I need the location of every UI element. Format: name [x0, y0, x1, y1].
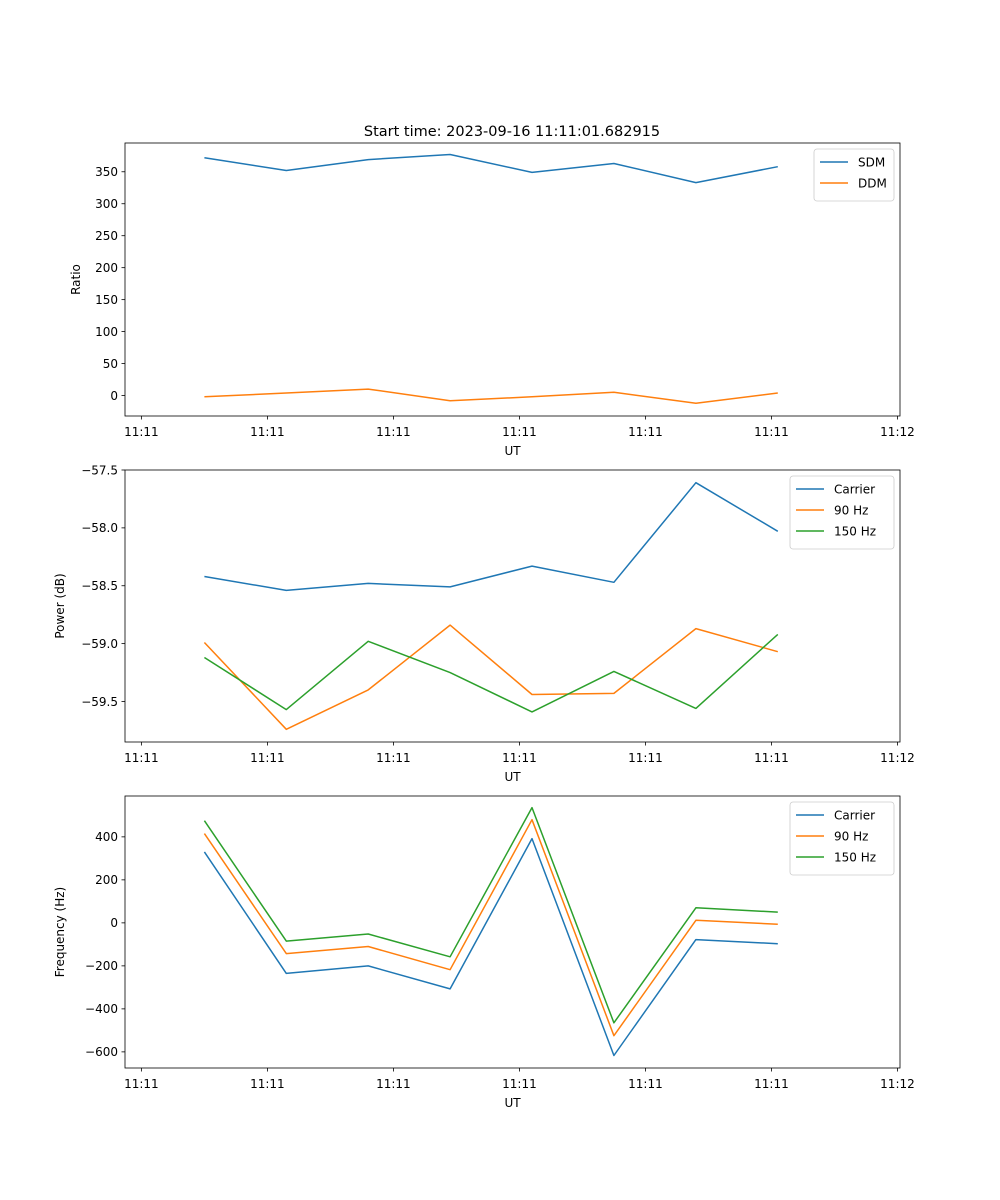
- legend-entry-label: SDM: [858, 156, 885, 170]
- y-tick-label: 300: [95, 197, 118, 211]
- y-tick-label: −59.0: [81, 637, 118, 651]
- series-line-150-hz: [203, 633, 779, 713]
- x-tick-label: 11:12: [880, 1077, 915, 1091]
- y-tick-label: 200: [95, 261, 118, 275]
- x-tick-label: 11:11: [124, 751, 159, 765]
- x-tick-label: 11:11: [124, 1077, 159, 1091]
- series-line-carrier: [203, 837, 778, 1057]
- y-tick-label: 0: [110, 916, 118, 930]
- legend-entry-label: Carrier: [834, 483, 875, 497]
- x-tick-label: 11:11: [502, 425, 537, 439]
- x-tick-label: 11:12: [880, 425, 915, 439]
- axes-frame: [124, 142, 901, 417]
- x-tick-label: 11:11: [250, 751, 285, 765]
- x-tick-label: 11:11: [124, 425, 159, 439]
- legend-entry-label: DDM: [858, 177, 887, 191]
- x-tick-label: 11:11: [628, 1077, 663, 1091]
- y-tick-label: −400: [85, 1002, 118, 1016]
- y-tick-label: 0: [110, 389, 118, 403]
- x-tick-label: 11:11: [754, 425, 789, 439]
- y-tick-label: 250: [95, 229, 118, 243]
- y-tick-label: 100: [95, 325, 118, 339]
- y-tick-label: 350: [95, 165, 118, 179]
- legend: Carrier 90 Hz 150 Hz: [789, 475, 895, 550]
- x-tick-label: 11:11: [754, 1077, 789, 1091]
- y-tick-label: 50: [103, 357, 118, 371]
- subplots: 11:11 11:11 11:11 11:11 11:11 11:11 11:12 0 50 10…: [53, 142, 915, 1110]
- x-tick-label: 11:12: [880, 751, 915, 765]
- x-tick-label: 11:11: [628, 751, 663, 765]
- y-tick-label: 150: [95, 293, 118, 307]
- y-tick-label: −58.0: [81, 521, 118, 535]
- y-axis-label: Power (dB): [53, 573, 67, 638]
- legend-entry-label: 90 Hz: [834, 830, 868, 844]
- x-tick-label: 11:11: [628, 425, 663, 439]
- y-axis-label: Ratio: [69, 264, 83, 295]
- y-tick-label: −600: [85, 1045, 118, 1059]
- y-tick-label: 400: [95, 830, 118, 844]
- x-tick-label: 11:11: [376, 425, 411, 439]
- x-axis-label: UT: [504, 770, 521, 784]
- series-line-90-hz: [203, 624, 779, 731]
- series-line-90-hz: [203, 818, 778, 1037]
- axes-frame: [124, 469, 901, 743]
- y-tick-label: −59.5: [81, 695, 118, 709]
- y-tick-label: −57.5: [81, 463, 118, 477]
- legend: Carrier 90 Hz 150 Hz: [789, 801, 895, 876]
- legend-entry-label: 150 Hz: [834, 851, 876, 865]
- x-axis-label: UT: [504, 444, 521, 458]
- x-tick-label: 11:11: [250, 1077, 285, 1091]
- axes-frame: [124, 795, 901, 1069]
- y-axis-label: Frequency (Hz): [53, 887, 67, 978]
- subplot-2: 11:11 11:11 11:11 11:11 11:11 11:11 11:12 −57.5…: [53, 463, 915, 784]
- y-tick-label: −200: [85, 959, 118, 973]
- legend-entry-label: 150 Hz: [834, 525, 876, 539]
- series-line-150-hz: [203, 806, 778, 1024]
- x-tick-label: 11:11: [502, 1077, 537, 1091]
- series-line-carrier: [204, 481, 779, 592]
- series-line-sdm: [204, 153, 778, 184]
- x-tick-label: 11:11: [250, 425, 285, 439]
- x-tick-label: 11:11: [754, 751, 789, 765]
- y-tick-label: −58.5: [81, 579, 118, 593]
- legend: SDM DDM: [813, 148, 895, 202]
- series-line-ddm: [204, 388, 778, 404]
- subplot-1: 11:11 11:11 11:11 11:11 11:11 11:11 11:12 0 50 10…: [69, 142, 915, 458]
- x-tick-label: 11:11: [502, 751, 537, 765]
- x-axis-label: UT: [504, 1096, 521, 1110]
- x-tick-label: 11:11: [376, 751, 411, 765]
- y-tick-label: 200: [95, 873, 118, 887]
- figure-title: Start time: 2023-09-16 11:11:01.682915: [364, 124, 660, 140]
- subplot-3: 11:11 11:11 11:11 11:11 11:11 11:11 11:12 −600 −…: [53, 795, 915, 1110]
- x-tick-label: 11:11: [376, 1077, 411, 1091]
- legend-entry-label: 90 Hz: [834, 504, 868, 518]
- legend-entry-label: Carrier: [834, 809, 875, 823]
